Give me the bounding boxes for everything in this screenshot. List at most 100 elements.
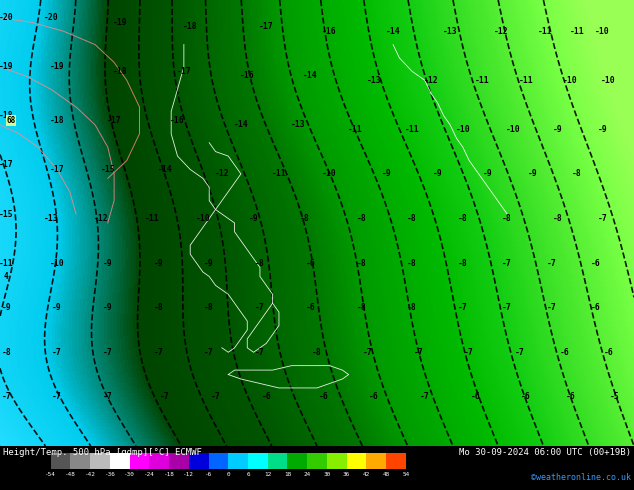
Text: -24: -24 bbox=[144, 472, 155, 477]
Text: -7: -7 bbox=[103, 348, 113, 357]
Text: -19: -19 bbox=[0, 62, 14, 72]
Text: -9: -9 bbox=[553, 125, 563, 134]
Text: -36: -36 bbox=[105, 472, 115, 477]
Text: -8: -8 bbox=[458, 214, 468, 223]
Text: -11: -11 bbox=[474, 76, 489, 85]
Text: Height/Temp. 500 hPa [gdmp][°C] ECMWF: Height/Temp. 500 hPa [gdmp][°C] ECMWF bbox=[3, 448, 202, 457]
Text: -12: -12 bbox=[94, 214, 109, 223]
Text: -11: -11 bbox=[145, 214, 160, 223]
Text: -6: -6 bbox=[566, 392, 576, 401]
Text: -7: -7 bbox=[420, 392, 430, 401]
Text: -14: -14 bbox=[385, 27, 401, 36]
Text: -6: -6 bbox=[205, 472, 212, 477]
Text: Mo 30-09-2024 06:00 UTC (00+19B): Mo 30-09-2024 06:00 UTC (00+19B) bbox=[459, 448, 631, 457]
Text: -7: -7 bbox=[547, 259, 557, 268]
Text: -30: -30 bbox=[124, 472, 135, 477]
Text: -8: -8 bbox=[1, 348, 11, 357]
Text: -8: -8 bbox=[356, 259, 366, 268]
Text: -17: -17 bbox=[176, 67, 191, 76]
Text: -17: -17 bbox=[107, 116, 122, 125]
Text: 36: 36 bbox=[343, 472, 350, 477]
Text: -7: -7 bbox=[255, 303, 265, 312]
Text: -11: -11 bbox=[347, 125, 363, 134]
Text: -9: -9 bbox=[52, 303, 62, 312]
Bar bbox=[90, 453, 110, 469]
Text: -7: -7 bbox=[204, 348, 214, 357]
Text: -12: -12 bbox=[183, 472, 194, 477]
Text: -8: -8 bbox=[407, 303, 417, 312]
Text: -9: -9 bbox=[432, 170, 443, 178]
Bar bbox=[129, 453, 150, 469]
Bar bbox=[110, 453, 129, 469]
Text: -8: -8 bbox=[407, 214, 417, 223]
Text: -9: -9 bbox=[103, 259, 113, 268]
Text: -13: -13 bbox=[366, 76, 382, 85]
Text: -11: -11 bbox=[271, 170, 287, 178]
Text: -6: -6 bbox=[261, 392, 271, 401]
Text: -20: -20 bbox=[0, 13, 14, 23]
Text: 6: 6 bbox=[246, 472, 250, 477]
Text: -6: -6 bbox=[306, 303, 316, 312]
Bar bbox=[327, 453, 347, 469]
Text: -10: -10 bbox=[563, 76, 578, 85]
Text: 12: 12 bbox=[264, 472, 271, 477]
Text: -18: -18 bbox=[164, 472, 174, 477]
Text: -8: -8 bbox=[299, 214, 309, 223]
Text: -14: -14 bbox=[157, 165, 172, 174]
Text: -10: -10 bbox=[455, 125, 470, 134]
Bar bbox=[51, 453, 70, 469]
Text: -42: -42 bbox=[85, 472, 96, 477]
Text: -19: -19 bbox=[49, 62, 65, 72]
Bar bbox=[386, 453, 406, 469]
Text: -18: -18 bbox=[49, 116, 65, 125]
Text: -7: -7 bbox=[52, 348, 62, 357]
Text: -8: -8 bbox=[153, 303, 164, 312]
Text: -7: -7 bbox=[255, 348, 265, 357]
Text: -8: -8 bbox=[312, 348, 322, 357]
Text: -13: -13 bbox=[43, 214, 58, 223]
Text: -9: -9 bbox=[204, 259, 214, 268]
Text: -17: -17 bbox=[0, 161, 14, 170]
Text: -20: -20 bbox=[43, 13, 58, 23]
Text: -19: -19 bbox=[113, 18, 128, 27]
Text: -9: -9 bbox=[483, 170, 493, 178]
Text: -10: -10 bbox=[601, 76, 616, 85]
Bar bbox=[248, 453, 268, 469]
Text: 48: 48 bbox=[382, 472, 390, 477]
Text: -6: -6 bbox=[470, 392, 481, 401]
Text: -14: -14 bbox=[303, 72, 318, 80]
Text: -8: -8 bbox=[572, 170, 582, 178]
Bar bbox=[287, 453, 307, 469]
Text: -11: -11 bbox=[569, 27, 585, 36]
Text: 42: 42 bbox=[363, 472, 370, 477]
Text: -7: -7 bbox=[547, 303, 557, 312]
Bar bbox=[209, 453, 228, 469]
Text: -14: -14 bbox=[233, 121, 249, 129]
Text: 54: 54 bbox=[402, 472, 410, 477]
Text: -10: -10 bbox=[595, 27, 610, 36]
Text: -16: -16 bbox=[240, 72, 255, 80]
Text: -9: -9 bbox=[382, 170, 392, 178]
Text: -8: -8 bbox=[407, 259, 417, 268]
Text: -18: -18 bbox=[113, 67, 128, 76]
Text: -7: -7 bbox=[464, 348, 474, 357]
Text: -10: -10 bbox=[322, 170, 337, 178]
Text: -10: -10 bbox=[195, 214, 210, 223]
Text: 30: 30 bbox=[323, 472, 330, 477]
Text: -54: -54 bbox=[45, 472, 56, 477]
Text: -13: -13 bbox=[443, 27, 458, 36]
Bar bbox=[70, 453, 90, 469]
Text: -7: -7 bbox=[515, 348, 525, 357]
Text: -12: -12 bbox=[214, 170, 230, 178]
Text: -13: -13 bbox=[290, 121, 306, 129]
Text: 4: 4 bbox=[3, 272, 8, 281]
Text: -8: -8 bbox=[204, 303, 214, 312]
Text: -6: -6 bbox=[318, 392, 328, 401]
Text: -8: -8 bbox=[502, 214, 512, 223]
Bar bbox=[228, 453, 248, 469]
Text: -9: -9 bbox=[153, 259, 164, 268]
Text: -12: -12 bbox=[424, 76, 439, 85]
Text: -18: -18 bbox=[0, 111, 14, 121]
Text: -11: -11 bbox=[404, 125, 420, 134]
Text: -9: -9 bbox=[1, 303, 11, 312]
